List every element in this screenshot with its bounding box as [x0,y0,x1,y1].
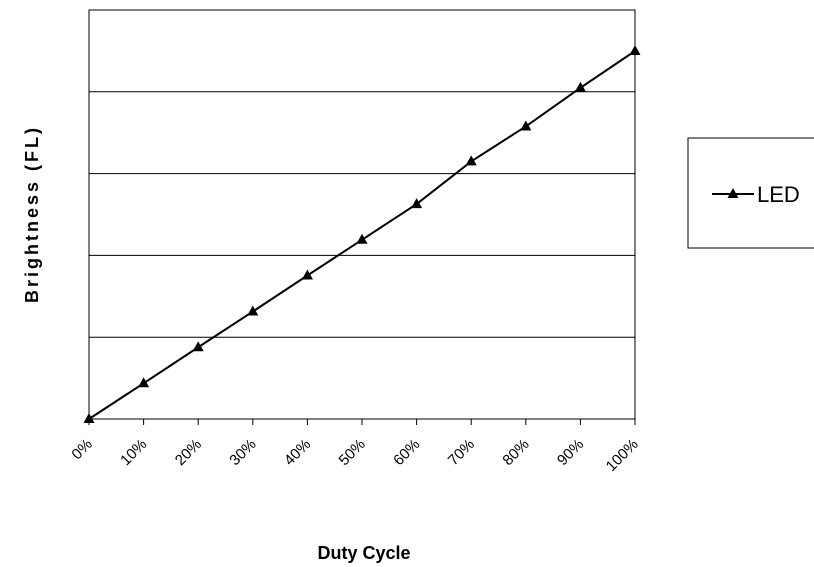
legend: LED [687,137,814,249]
plot-area [88,9,636,420]
x-tick-label: 60% [390,436,423,469]
x-axis-title: Duty Cycle [317,543,410,563]
x-tick-label: 70% [445,436,478,469]
x-tick-label: 30% [226,436,259,469]
series-layer [83,45,641,423]
data-point [465,155,477,166]
data-point [301,269,313,280]
gridlines [89,91,635,338]
data-point [520,120,532,131]
x-tick-label: 10% [117,436,150,469]
data-point [83,413,95,423]
data-point [192,341,204,352]
x-tick-label: 0% [68,436,95,463]
x-tick-label: 40% [281,436,314,469]
data-point [411,198,423,209]
x-tick-label: 100% [603,436,642,475]
legend-label-led: LED [757,182,800,207]
data-point [138,377,150,388]
x-tick-label: 80% [499,436,532,469]
data-point [356,233,368,244]
x-tick-labels: 0% 10% 20% 30% 40% 50% 60% 70% 80% 90% 100% [68,436,641,475]
legend-marker-swatch [727,188,739,198]
x-axis [88,418,636,425]
y-axis-title: Brightness (FL) [22,125,42,303]
x-tick-label: 90% [554,436,587,469]
data-point [574,81,586,92]
x-tick-label: 20% [172,436,205,469]
x-tick-label: 50% [336,436,369,469]
data-point [247,305,259,316]
data-point [629,45,641,55]
